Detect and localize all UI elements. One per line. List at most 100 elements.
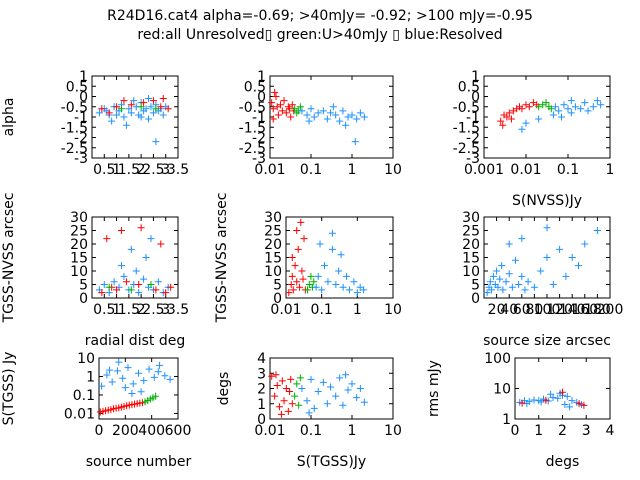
data-point bbox=[525, 103, 533, 111]
data-point bbox=[293, 278, 301, 286]
panel-frame bbox=[514, 357, 611, 420]
x-axis-label: S(TGSS)Jy bbox=[297, 454, 366, 470]
y-tick-label: 1 bbox=[257, 69, 266, 85]
y-tick-label: 10 bbox=[493, 382, 511, 398]
data-point bbox=[497, 117, 505, 125]
data-point bbox=[98, 289, 106, 297]
data-point bbox=[130, 97, 138, 105]
data-point bbox=[300, 235, 308, 243]
data-point bbox=[567, 109, 575, 117]
data-point bbox=[353, 394, 361, 402]
data-point bbox=[542, 396, 550, 404]
y-tick-label: 3 bbox=[257, 366, 266, 382]
data-point bbox=[122, 278, 130, 286]
series-2 bbox=[291, 103, 304, 117]
data-point bbox=[310, 278, 318, 286]
data-point bbox=[125, 105, 133, 113]
data-point bbox=[518, 235, 526, 243]
data-point bbox=[147, 281, 155, 288]
data-point bbox=[135, 289, 143, 297]
x-tick-label: 2 bbox=[558, 423, 567, 439]
data-point bbox=[560, 101, 568, 109]
data-point bbox=[282, 385, 290, 392]
data-point bbox=[140, 99, 148, 107]
data-point bbox=[280, 97, 288, 105]
data-point bbox=[327, 383, 335, 391]
y-tick-label: -0.5 bbox=[239, 100, 266, 116]
data-point bbox=[567, 97, 575, 105]
data-point bbox=[310, 404, 318, 412]
data-point bbox=[356, 109, 364, 117]
data-point bbox=[298, 267, 306, 275]
data-point bbox=[120, 113, 128, 121]
x-tick-label: 600 bbox=[165, 423, 192, 439]
data-point bbox=[307, 375, 315, 383]
y-tick-label: -1.5 bbox=[61, 120, 88, 136]
data-point bbox=[303, 286, 311, 294]
data-point bbox=[554, 394, 562, 402]
series-2 bbox=[291, 374, 304, 409]
data-point bbox=[289, 286, 297, 294]
x-tick-label: 0.01 bbox=[270, 302, 301, 318]
data-point bbox=[278, 107, 286, 115]
data-point bbox=[328, 229, 336, 237]
y-tick-label: -2 bbox=[74, 131, 88, 147]
data-point bbox=[551, 103, 559, 111]
data-point bbox=[561, 400, 569, 408]
data-point bbox=[319, 107, 327, 115]
data-point bbox=[145, 115, 153, 123]
y-tick-label: -2.5 bbox=[453, 141, 480, 157]
data-point bbox=[154, 368, 162, 376]
data-point bbox=[348, 380, 356, 388]
x-tick-label: 1 bbox=[112, 162, 121, 178]
data-point bbox=[127, 286, 135, 294]
y-tick-label: 0 bbox=[257, 90, 266, 106]
data-point bbox=[122, 121, 130, 129]
y-tick-label: 0 bbox=[273, 291, 282, 307]
data-point bbox=[103, 371, 111, 379]
series-2 bbox=[303, 272, 318, 294]
data-point bbox=[145, 365, 153, 373]
data-point bbox=[503, 113, 511, 121]
x-tick-label: 0.5 bbox=[93, 302, 115, 318]
data-point bbox=[512, 256, 519, 264]
y-tick-label: 0.5 bbox=[66, 79, 88, 95]
x-tick-label: 0.01 bbox=[254, 423, 285, 439]
data-point bbox=[360, 113, 368, 121]
data-point bbox=[351, 138, 359, 146]
data-point bbox=[324, 278, 332, 286]
data-point bbox=[135, 281, 143, 288]
series-1 bbox=[483, 224, 601, 297]
data-point bbox=[547, 105, 555, 113]
data-point bbox=[269, 105, 277, 113]
data-point bbox=[137, 224, 145, 232]
x-tick-label: 1 bbox=[348, 423, 357, 439]
data-point bbox=[518, 272, 526, 280]
data-point bbox=[132, 267, 140, 275]
series-3 bbox=[298, 371, 368, 417]
data-point bbox=[149, 97, 157, 105]
data-point bbox=[288, 272, 296, 280]
data-point bbox=[571, 103, 579, 111]
data-point bbox=[277, 410, 285, 418]
y-tick-label: 4 bbox=[257, 351, 266, 367]
x-tick-label: 2.5 bbox=[142, 162, 164, 178]
data-point bbox=[597, 101, 605, 109]
y-tick-label: -2.5 bbox=[61, 141, 88, 157]
data-point bbox=[113, 286, 121, 294]
y-tick-label: 0 bbox=[257, 412, 266, 428]
x-tick-label: 180 bbox=[584, 302, 611, 318]
x-axis-label: radial dist deg bbox=[85, 333, 185, 349]
x-tick-label: 400 bbox=[138, 423, 165, 439]
x-tick-label: 40 bbox=[500, 302, 518, 318]
data-point bbox=[273, 381, 281, 389]
x-tick-label: 2 bbox=[137, 302, 146, 318]
data-point bbox=[127, 109, 135, 117]
y-tick-label: 5 bbox=[273, 278, 282, 294]
y-tick-label: 20 bbox=[462, 237, 480, 253]
data-point bbox=[98, 105, 106, 113]
data-point bbox=[323, 400, 331, 408]
data-point bbox=[288, 400, 296, 408]
